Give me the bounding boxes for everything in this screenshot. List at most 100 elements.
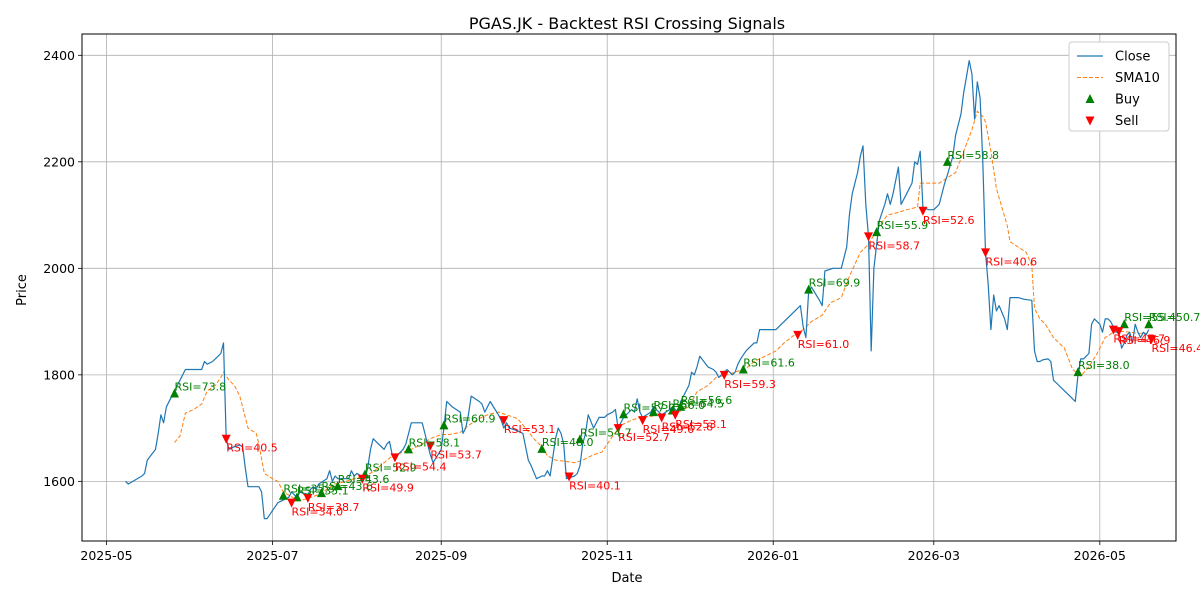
sell-marker [918,206,928,216]
sell-signal-label: RSI=40.5 [226,442,278,455]
x-tick-label: 2026-05 [1074,548,1126,563]
buy-signal-label: RSI=48.0 [542,436,594,449]
buy-marker [872,227,882,237]
buy-marker [676,401,686,411]
x-tick-label: 2025-07 [246,548,298,563]
sell-signal-label: RSI=53.1 [675,418,727,431]
legend-label: Buy [1115,93,1140,108]
x-tick-label: 2025-05 [80,548,132,563]
legend-swatch-buy [1085,94,1095,103]
buy-signal-label: RSI=56.0 [653,399,705,412]
y-tick-label: 2000 [43,261,75,276]
sell-marker [793,330,803,340]
legend-label: SMA10 [1115,71,1160,86]
sell-marker [425,441,435,451]
buy-signal-label: RSI=57.0 [624,401,676,414]
y-tick-label: 2200 [43,154,75,169]
buy-marker [278,490,288,500]
buy-signal-label: RSI=55.9 [877,219,929,232]
sell-marker [221,434,231,444]
buy-marker [942,156,952,166]
sell-marker [670,410,680,420]
x-tick-label: 2026-01 [747,548,799,563]
buy-signal-label: RSI=54.7 [580,426,632,439]
sell-signal-label: RSI=47.7 [1113,333,1165,346]
y-tick-label: 2400 [43,48,75,63]
x-tick-label: 2026-03 [908,548,960,563]
buy-marker [648,407,658,417]
sell-marker [863,232,873,242]
legend-label: Sell [1115,114,1138,129]
buy-marker [575,434,585,444]
sell-marker [499,416,509,426]
buy-marker [1119,319,1129,329]
x-axis-title: Date [611,571,642,586]
sell-marker [357,474,367,484]
buy-marker [1073,367,1083,377]
sell-marker [981,248,991,258]
chart-title: PGAS.JK - Backtest RSI Crossing Signals [469,14,785,33]
buy-marker [316,488,326,498]
buy-signal-label: RSI=64.5 [673,398,725,411]
sell-signal-label: RSI=49.9 [362,482,414,495]
x-axis: 2025-05 2025-07 2025-09 2025-11 2026-01 2026-… [80,541,1126,563]
buy-signal-label: RSI=56.6 [681,394,733,407]
buy-signal-label: RSI=43.6 [338,473,390,486]
buy-marker [1144,319,1154,329]
sell-signal-label: RSI=40.6 [986,255,1038,268]
buy-marker [537,443,547,453]
sell-signal-label: RSI=53.7 [430,449,482,462]
sell-marker [613,424,623,434]
buy-marker [404,444,414,454]
buy-signal-label: RSI=35.1 [297,484,349,497]
buy-signal-label: RSI=61.6 [743,357,795,370]
buy-marker [170,388,180,398]
sell-signal-label: RSI=52.7 [618,431,670,444]
sell-marker [287,498,297,508]
sell-signal-label: RSI=46.9 [1119,334,1171,347]
buy-signal-label: RSI=35.3 [283,483,335,496]
signal-markers [170,156,1157,508]
sell-signal-label: RSI=38.7 [308,501,360,514]
legend: Close SMA10 Buy Sell [1068,41,1170,132]
buy-signal-label: RSI=58.1 [409,436,461,449]
sell-marker [390,453,400,463]
buy-marker [439,420,449,430]
buy-marker [619,409,629,419]
plot-area [82,34,1176,541]
x-tick-label: 2025-11 [581,548,633,563]
buy-marker [333,481,343,491]
buy-signal-label: RSI=55.4 [1124,311,1176,324]
close-price-line [125,59,1150,520]
sell-signal-label: RSI=49.6 [643,423,695,436]
sell-marker [1114,327,1124,337]
buy-marker [804,284,814,294]
signal-annotations: RSI=73.8 RSI=35.3RSI=35.1RSI=43.6RSI=43.6… [175,149,1200,519]
buy-signal-label: RSI=38.0 [1078,359,1130,372]
sell-signal-label: RSI=61.0 [798,338,850,351]
sell-signal-label: RSI=59.3 [724,378,776,391]
sell-marker [719,370,729,380]
legend-label: Close [1115,50,1150,65]
close-layer [125,59,1150,520]
sell-marker [564,472,574,482]
buy-signal-label: RSI=69.9 [809,277,861,290]
sell-signal-label: RSI=58.7 [868,239,920,252]
sell-signal-label: RSI=52.8 [662,420,714,433]
y-tick-label: 1800 [43,367,75,382]
y-axis-title: Price [15,274,30,306]
buy-signal-label: RSI=73.8 [175,380,227,393]
plot-frame [81,33,1177,542]
buy-signal-label: RSI=58.8 [947,149,999,162]
buy-signal-label: RSI=50.7 [1149,311,1200,324]
sell-signal-label: RSI=53.1 [504,423,556,436]
legend-swatch-sell [1085,116,1095,126]
grid-lines [82,34,1176,541]
sell-marker [1147,335,1157,345]
sell-signal-label: RSI=34.0 [292,506,344,519]
x-tick-label: 2025-09 [415,548,467,563]
sell-marker [657,413,667,423]
buy-marker [738,364,748,374]
sell-marker [638,416,648,426]
sell-signal-label: RSI=52.6 [923,214,975,227]
